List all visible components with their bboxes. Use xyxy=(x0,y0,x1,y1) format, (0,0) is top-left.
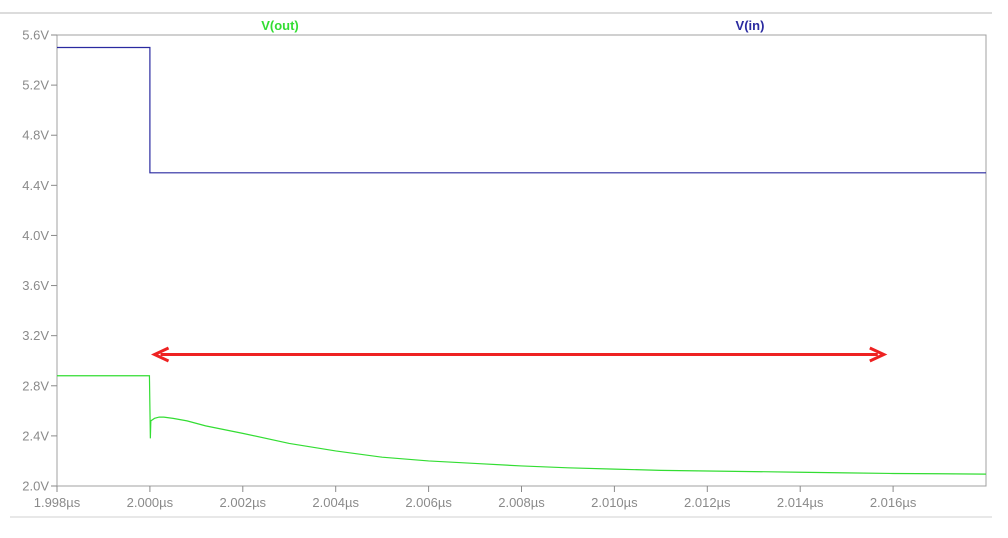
x-tick-label: 2.004µs xyxy=(312,495,359,510)
y-tick-label: 4.4V xyxy=(22,178,49,193)
series-label-1: V(in) xyxy=(736,18,765,33)
y-tick-labels: 5.6V 5.2V 4.8V 4.4V 4.0V 3.6V 3.2V 2.8V 2.4V 2.0V xyxy=(22,28,49,494)
x-tick-label: 2.010µs xyxy=(591,495,638,510)
y-tick-label: 2.8V xyxy=(22,378,49,393)
x-tick-label: 2.006µs xyxy=(405,495,452,510)
y-tick-label: 3.2V xyxy=(22,328,49,343)
y-tick-label: 5.2V xyxy=(22,78,49,93)
y-tick-label: 4.0V xyxy=(22,228,49,243)
y-tick-label: 5.6V xyxy=(22,28,49,43)
y-tick-label: 2.4V xyxy=(22,428,49,443)
series-line-1 xyxy=(57,46,986,174)
series-line-0 xyxy=(57,375,987,475)
y-tick-label: 2.0V xyxy=(22,479,49,494)
series-legend: V(out) V(in) xyxy=(261,18,764,33)
annotations xyxy=(150,346,888,363)
x-tick-label: 2.008µs xyxy=(498,495,545,510)
y-tick-label: 3.6V xyxy=(22,278,49,293)
series-label-0: V(out) xyxy=(261,18,299,33)
arrow-head-left xyxy=(150,346,170,363)
series-lines xyxy=(57,46,987,475)
arrow-head-right xyxy=(869,346,888,363)
x-tick-label: 2.014µs xyxy=(777,495,824,510)
x-tick-labels: 1.998µs 2.000µs 2.002µs 2.004µs 2.006µs 2.008… xyxy=(34,495,917,510)
x-tick-label: 2.016µs xyxy=(870,495,917,510)
y-tick-label: 4.8V xyxy=(22,128,49,143)
plot-area xyxy=(56,34,987,487)
double-arrow xyxy=(150,346,888,363)
x-tick-label: 2.000µs xyxy=(127,495,174,510)
x-tick-label: 1.998µs xyxy=(34,495,81,510)
x-tick-label: 2.002µs xyxy=(220,495,267,510)
x-tick-label: 2.012µs xyxy=(684,495,731,510)
axis-ticks xyxy=(51,34,894,492)
